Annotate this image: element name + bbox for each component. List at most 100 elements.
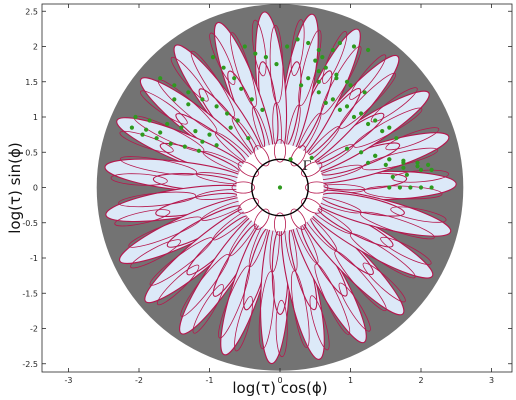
petal-ellipse-outline bbox=[309, 295, 330, 351]
hub-ellipse bbox=[237, 197, 259, 214]
data-point bbox=[246, 136, 251, 141]
hub-ellipse bbox=[253, 208, 270, 230]
y-tick-label: -1.5 bbox=[22, 289, 38, 298]
petal-ellipse-outline bbox=[209, 32, 236, 86]
data-point bbox=[418, 167, 424, 172]
data-point bbox=[158, 76, 163, 81]
data-point bbox=[397, 185, 402, 190]
data-point bbox=[179, 125, 184, 130]
data-point bbox=[330, 97, 335, 102]
petal-ellipse-outline bbox=[290, 19, 305, 76]
data-point bbox=[196, 148, 201, 153]
data-point bbox=[359, 150, 364, 155]
data-point bbox=[260, 107, 265, 112]
hub-ellipse bbox=[231, 181, 256, 194]
petal-ellipse-outline bbox=[370, 87, 418, 123]
petal-ellipse-outline bbox=[353, 107, 423, 148]
data-point bbox=[316, 69, 321, 74]
data-point bbox=[415, 164, 420, 169]
hub-ellipse bbox=[301, 197, 323, 214]
data-point bbox=[154, 136, 159, 141]
data-point bbox=[387, 125, 392, 130]
data-point bbox=[316, 79, 321, 84]
data-point bbox=[232, 76, 237, 81]
petal-ellipse-outline bbox=[349, 233, 416, 279]
petal-ellipse-outline bbox=[119, 156, 198, 176]
data-point bbox=[359, 111, 364, 116]
hub-ellipse bbox=[253, 145, 270, 167]
petal-ellipse-outline bbox=[334, 250, 387, 312]
data-point bbox=[200, 97, 205, 102]
y-tick-label: 1 bbox=[33, 113, 38, 122]
hub-ellipse bbox=[273, 139, 286, 163]
data-point bbox=[316, 90, 321, 95]
petal-ellipse-outline bbox=[360, 211, 435, 240]
petal-ellipse-outline bbox=[258, 271, 275, 350]
petal-ellipse-outline bbox=[349, 54, 387, 100]
petal-ellipse-outline bbox=[190, 50, 236, 118]
x-axis-label: log(τ) cos(ϕ) bbox=[232, 379, 327, 397]
petal-ellipse-outline bbox=[118, 191, 197, 208]
y-tick-label: 0.5 bbox=[25, 148, 38, 157]
y-tick-label: -2.5 bbox=[22, 360, 38, 369]
hub-ellipse bbox=[305, 181, 329, 194]
data-point bbox=[323, 100, 328, 105]
data-point bbox=[193, 129, 198, 134]
data-point bbox=[235, 118, 240, 123]
data-point bbox=[214, 143, 219, 148]
data-point bbox=[263, 55, 268, 60]
petal-ellipse-outline bbox=[291, 270, 310, 348]
data-point bbox=[344, 79, 350, 84]
petal-ellipse-outline bbox=[218, 265, 251, 339]
data-point bbox=[418, 185, 424, 190]
petal-ellipse-outline bbox=[192, 283, 224, 334]
petal-ellipse-outline bbox=[128, 216, 202, 248]
x-tick-label: 3 bbox=[489, 376, 494, 385]
hub-ellipse bbox=[301, 161, 323, 178]
petal-ellipse-outline bbox=[230, 32, 257, 108]
data-point bbox=[408, 185, 413, 190]
data-point bbox=[253, 51, 258, 56]
y-ticks: -2.5 -2 -1.5 -1 -0.5 0 0.5 1 1.5 2 2.5 bbox=[22, 7, 512, 369]
petal-ellipse-outline bbox=[390, 206, 447, 223]
petal-ellipse-outline bbox=[361, 147, 439, 171]
petal-ellipse-outline bbox=[156, 264, 200, 306]
y-tick-label: -1 bbox=[30, 254, 38, 263]
y-tick-label: 2.5 bbox=[25, 7, 38, 16]
petal-ellipse-outline bbox=[234, 296, 254, 352]
data-point bbox=[186, 90, 191, 95]
data-point bbox=[337, 107, 342, 112]
data-point bbox=[366, 160, 371, 165]
data-point bbox=[129, 125, 134, 130]
petal-ellipse-outline bbox=[149, 237, 213, 286]
petal-ellipse-outline bbox=[362, 262, 406, 303]
data-point bbox=[320, 55, 325, 60]
x-tick-label: 2 bbox=[418, 376, 423, 385]
data-point bbox=[172, 83, 177, 88]
data-point bbox=[330, 47, 335, 53]
data-point bbox=[401, 158, 406, 163]
data-point bbox=[186, 102, 191, 107]
y-tick-label: 0 bbox=[33, 184, 38, 193]
data-point bbox=[373, 153, 378, 158]
data-point bbox=[200, 139, 205, 144]
data-point bbox=[429, 167, 434, 172]
petal-ellipse-outline bbox=[130, 239, 182, 269]
data-point bbox=[299, 83, 304, 88]
petal-ellipse-outline bbox=[364, 185, 443, 200]
x-tick-label: -2 bbox=[135, 376, 143, 385]
petal-ellipse-outline bbox=[322, 31, 348, 84]
hub-ellipse bbox=[274, 212, 287, 236]
x-tick-label: 0 bbox=[277, 376, 282, 385]
data-point bbox=[323, 65, 328, 70]
data-point bbox=[309, 155, 314, 160]
data-point bbox=[207, 132, 212, 137]
petal-ellipse-outline bbox=[110, 173, 168, 186]
plot-area bbox=[96, 4, 464, 371]
data-point bbox=[380, 129, 385, 134]
hub-ellipse bbox=[237, 161, 259, 178]
data-point bbox=[404, 172, 409, 177]
petal-ellipse-outline bbox=[180, 253, 230, 317]
data-point bbox=[337, 40, 342, 46]
